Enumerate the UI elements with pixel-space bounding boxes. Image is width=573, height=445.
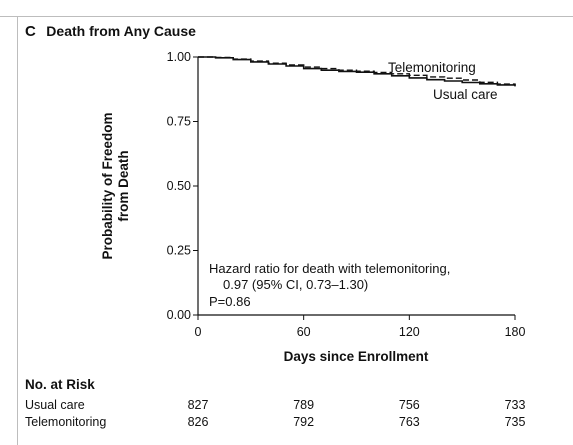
x-tick-label: 180 xyxy=(505,325,526,339)
series-line-usual-care xyxy=(198,56,516,87)
y-axis-title-line2: from Death xyxy=(116,150,131,221)
y-tick-label: 1.00 xyxy=(167,50,191,64)
annotation-line-1: Hazard ratio for death with telemonitori… xyxy=(209,261,450,276)
risk-cell-value: 756 xyxy=(399,398,420,412)
y-axis-title-line1: Probability of Freedom xyxy=(100,112,115,259)
risk-row-label: Telemonitoring xyxy=(25,415,106,429)
panel-title: C Death from Any Cause xyxy=(25,23,196,40)
top-divider xyxy=(0,0,573,17)
x-ticks: 0 60 120 180 xyxy=(195,315,526,339)
x-tick-label: 120 xyxy=(399,325,420,339)
x-tick-label: 0 xyxy=(195,325,202,339)
risk-cell-value: 733 xyxy=(505,398,526,412)
risk-cell-value: 763 xyxy=(399,415,420,429)
y-axis-title: Probability of Freedom from Death xyxy=(100,112,131,259)
series-label-usual-care: Usual care xyxy=(433,87,498,102)
panel-letter: C xyxy=(25,23,36,40)
y-tick-label: 0.25 xyxy=(167,244,191,258)
risk-cell-value: 827 xyxy=(188,398,209,412)
series-label-telemonitoring: Telemonitoring xyxy=(388,60,476,75)
risk-row-label: Usual care xyxy=(25,398,85,412)
y-tick-label: 0.75 xyxy=(167,115,191,129)
risk-table-title: No. at Risk xyxy=(25,377,95,392)
series-labels: Telemonitoring Usual care xyxy=(388,60,498,102)
annotation-line-3: P=0.86 xyxy=(209,294,251,309)
risk-cell-value: 792 xyxy=(293,415,314,429)
x-axis-title: Days since Enrollment xyxy=(284,349,429,364)
y-ticks: 0.00 0.25 0.50 0.75 1.00 xyxy=(167,50,198,322)
risk-cell-value: 735 xyxy=(505,415,526,429)
risk-table: No. at Risk Usual care 827 789 756 733 Telemo… xyxy=(25,377,525,429)
left-divider xyxy=(17,16,18,445)
risk-cell-value: 826 xyxy=(188,415,209,429)
panel-title-text: Death from Any Cause xyxy=(46,23,196,39)
hazard-ratio-annotation: Hazard ratio for death with telemonitori… xyxy=(209,261,450,309)
y-tick-label: 0.00 xyxy=(167,308,191,322)
risk-cell-value: 789 xyxy=(293,398,314,412)
y-tick-label: 0.50 xyxy=(167,179,191,193)
x-tick-label: 60 xyxy=(297,325,311,339)
series-lines xyxy=(198,56,516,87)
annotation-line-2: 0.97 (95% CI, 0.73–1.30) xyxy=(223,277,368,292)
